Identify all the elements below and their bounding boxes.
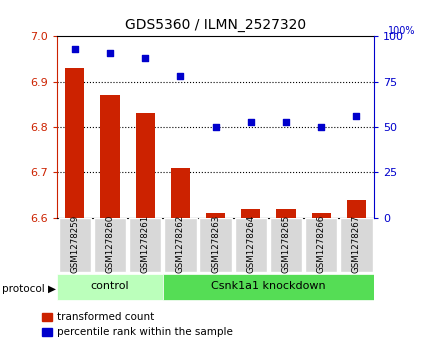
Text: GSM1278263: GSM1278263	[211, 215, 220, 273]
Bar	[65, 68, 84, 218]
Bar	[94, 218, 126, 272]
Text: GSM1278266: GSM1278266	[317, 215, 326, 273]
Bar	[235, 218, 267, 272]
Bar	[270, 218, 302, 272]
Bar	[59, 218, 91, 272]
Bar	[136, 114, 155, 218]
Bar	[206, 213, 225, 218]
Text: GSM1278261: GSM1278261	[141, 215, 150, 273]
Point	[247, 119, 254, 125]
Point	[71, 46, 78, 52]
Point	[212, 124, 219, 130]
Bar	[171, 168, 190, 218]
Bar	[57, 274, 163, 300]
Text: GSM1278262: GSM1278262	[176, 215, 185, 273]
Point	[142, 55, 149, 61]
Bar	[199, 218, 232, 272]
Text: GSM1278264: GSM1278264	[246, 215, 255, 273]
Bar	[100, 95, 120, 218]
Bar	[305, 218, 337, 272]
Bar	[276, 209, 296, 218]
Point	[282, 119, 290, 125]
Text: GSM1278260: GSM1278260	[106, 215, 114, 273]
Point	[106, 50, 114, 56]
Text: GSM1278259: GSM1278259	[70, 215, 79, 273]
Bar	[312, 213, 331, 218]
Text: protocol ▶: protocol ▶	[2, 284, 56, 294]
Text: GSM1278267: GSM1278267	[352, 215, 361, 273]
Bar	[340, 218, 373, 272]
Text: Csnk1a1 knockdown: Csnk1a1 knockdown	[211, 281, 326, 291]
Point	[177, 73, 184, 79]
Bar	[129, 218, 161, 272]
Text: GSM1278265: GSM1278265	[282, 215, 290, 273]
Bar	[347, 200, 366, 218]
Bar	[164, 218, 197, 272]
Point	[353, 113, 360, 119]
Title: GDS5360 / ILMN_2527320: GDS5360 / ILMN_2527320	[125, 19, 306, 33]
Point	[318, 124, 325, 130]
Text: control: control	[91, 281, 129, 291]
Legend: transformed count, percentile rank within the sample: transformed count, percentile rank withi…	[40, 310, 235, 339]
Bar	[241, 209, 260, 218]
Bar	[163, 274, 374, 300]
Text: 100%: 100%	[388, 26, 415, 36]
